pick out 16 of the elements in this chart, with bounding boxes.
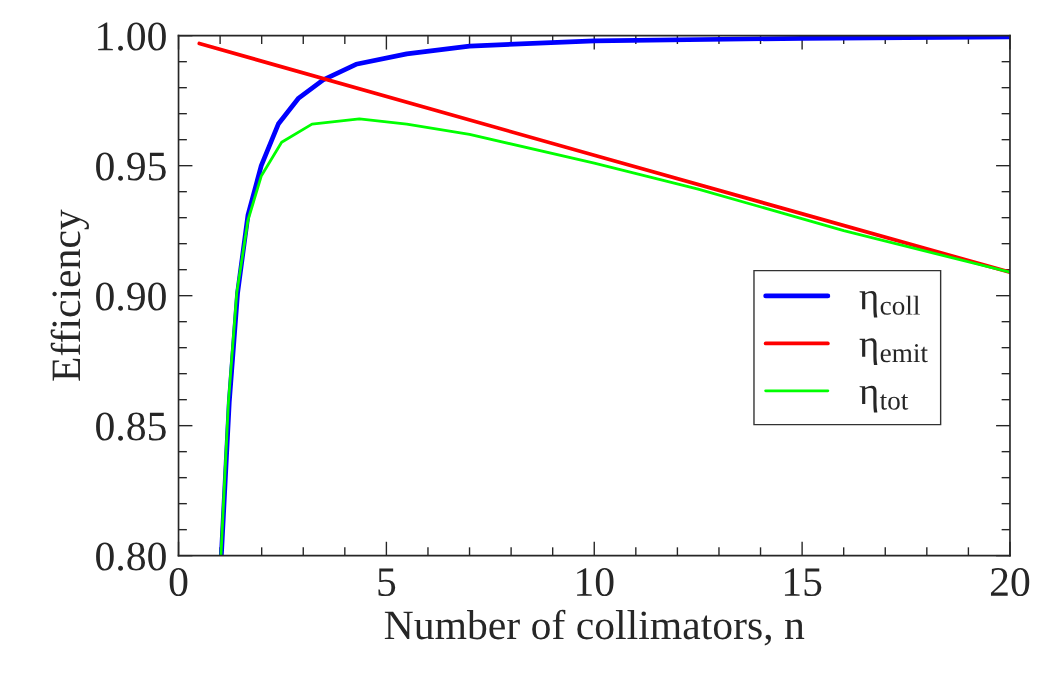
legend-label: η$_{tot}$ — [859, 385, 909, 413]
x-tick-label: 0 — [169, 567, 188, 597]
x-tick-label: 10 — [577, 567, 614, 597]
x-axis-title: Number of collimators, n — [384, 609, 805, 646]
x-tick-label: 5 — [378, 568, 396, 597]
legend-label: η$_{coll}$ — [859, 290, 920, 318]
y-axis-title: Efficiency — [50, 209, 89, 381]
line-series — [219, 117, 1010, 556]
y-tick-label: 0.95 — [96, 152, 166, 181]
y-tick-label: 0.80 — [96, 542, 166, 571]
x-tick-label: 20 — [990, 567, 1030, 597]
y-tick-label: 1.00 — [98, 22, 166, 51]
y-tick-label: 0.90 — [96, 282, 166, 311]
legend-label: η$_{emit}$ — [859, 338, 928, 365]
x-tick-label: 15 — [784, 568, 822, 597]
y-tick-label: 0.85 — [96, 412, 166, 441]
